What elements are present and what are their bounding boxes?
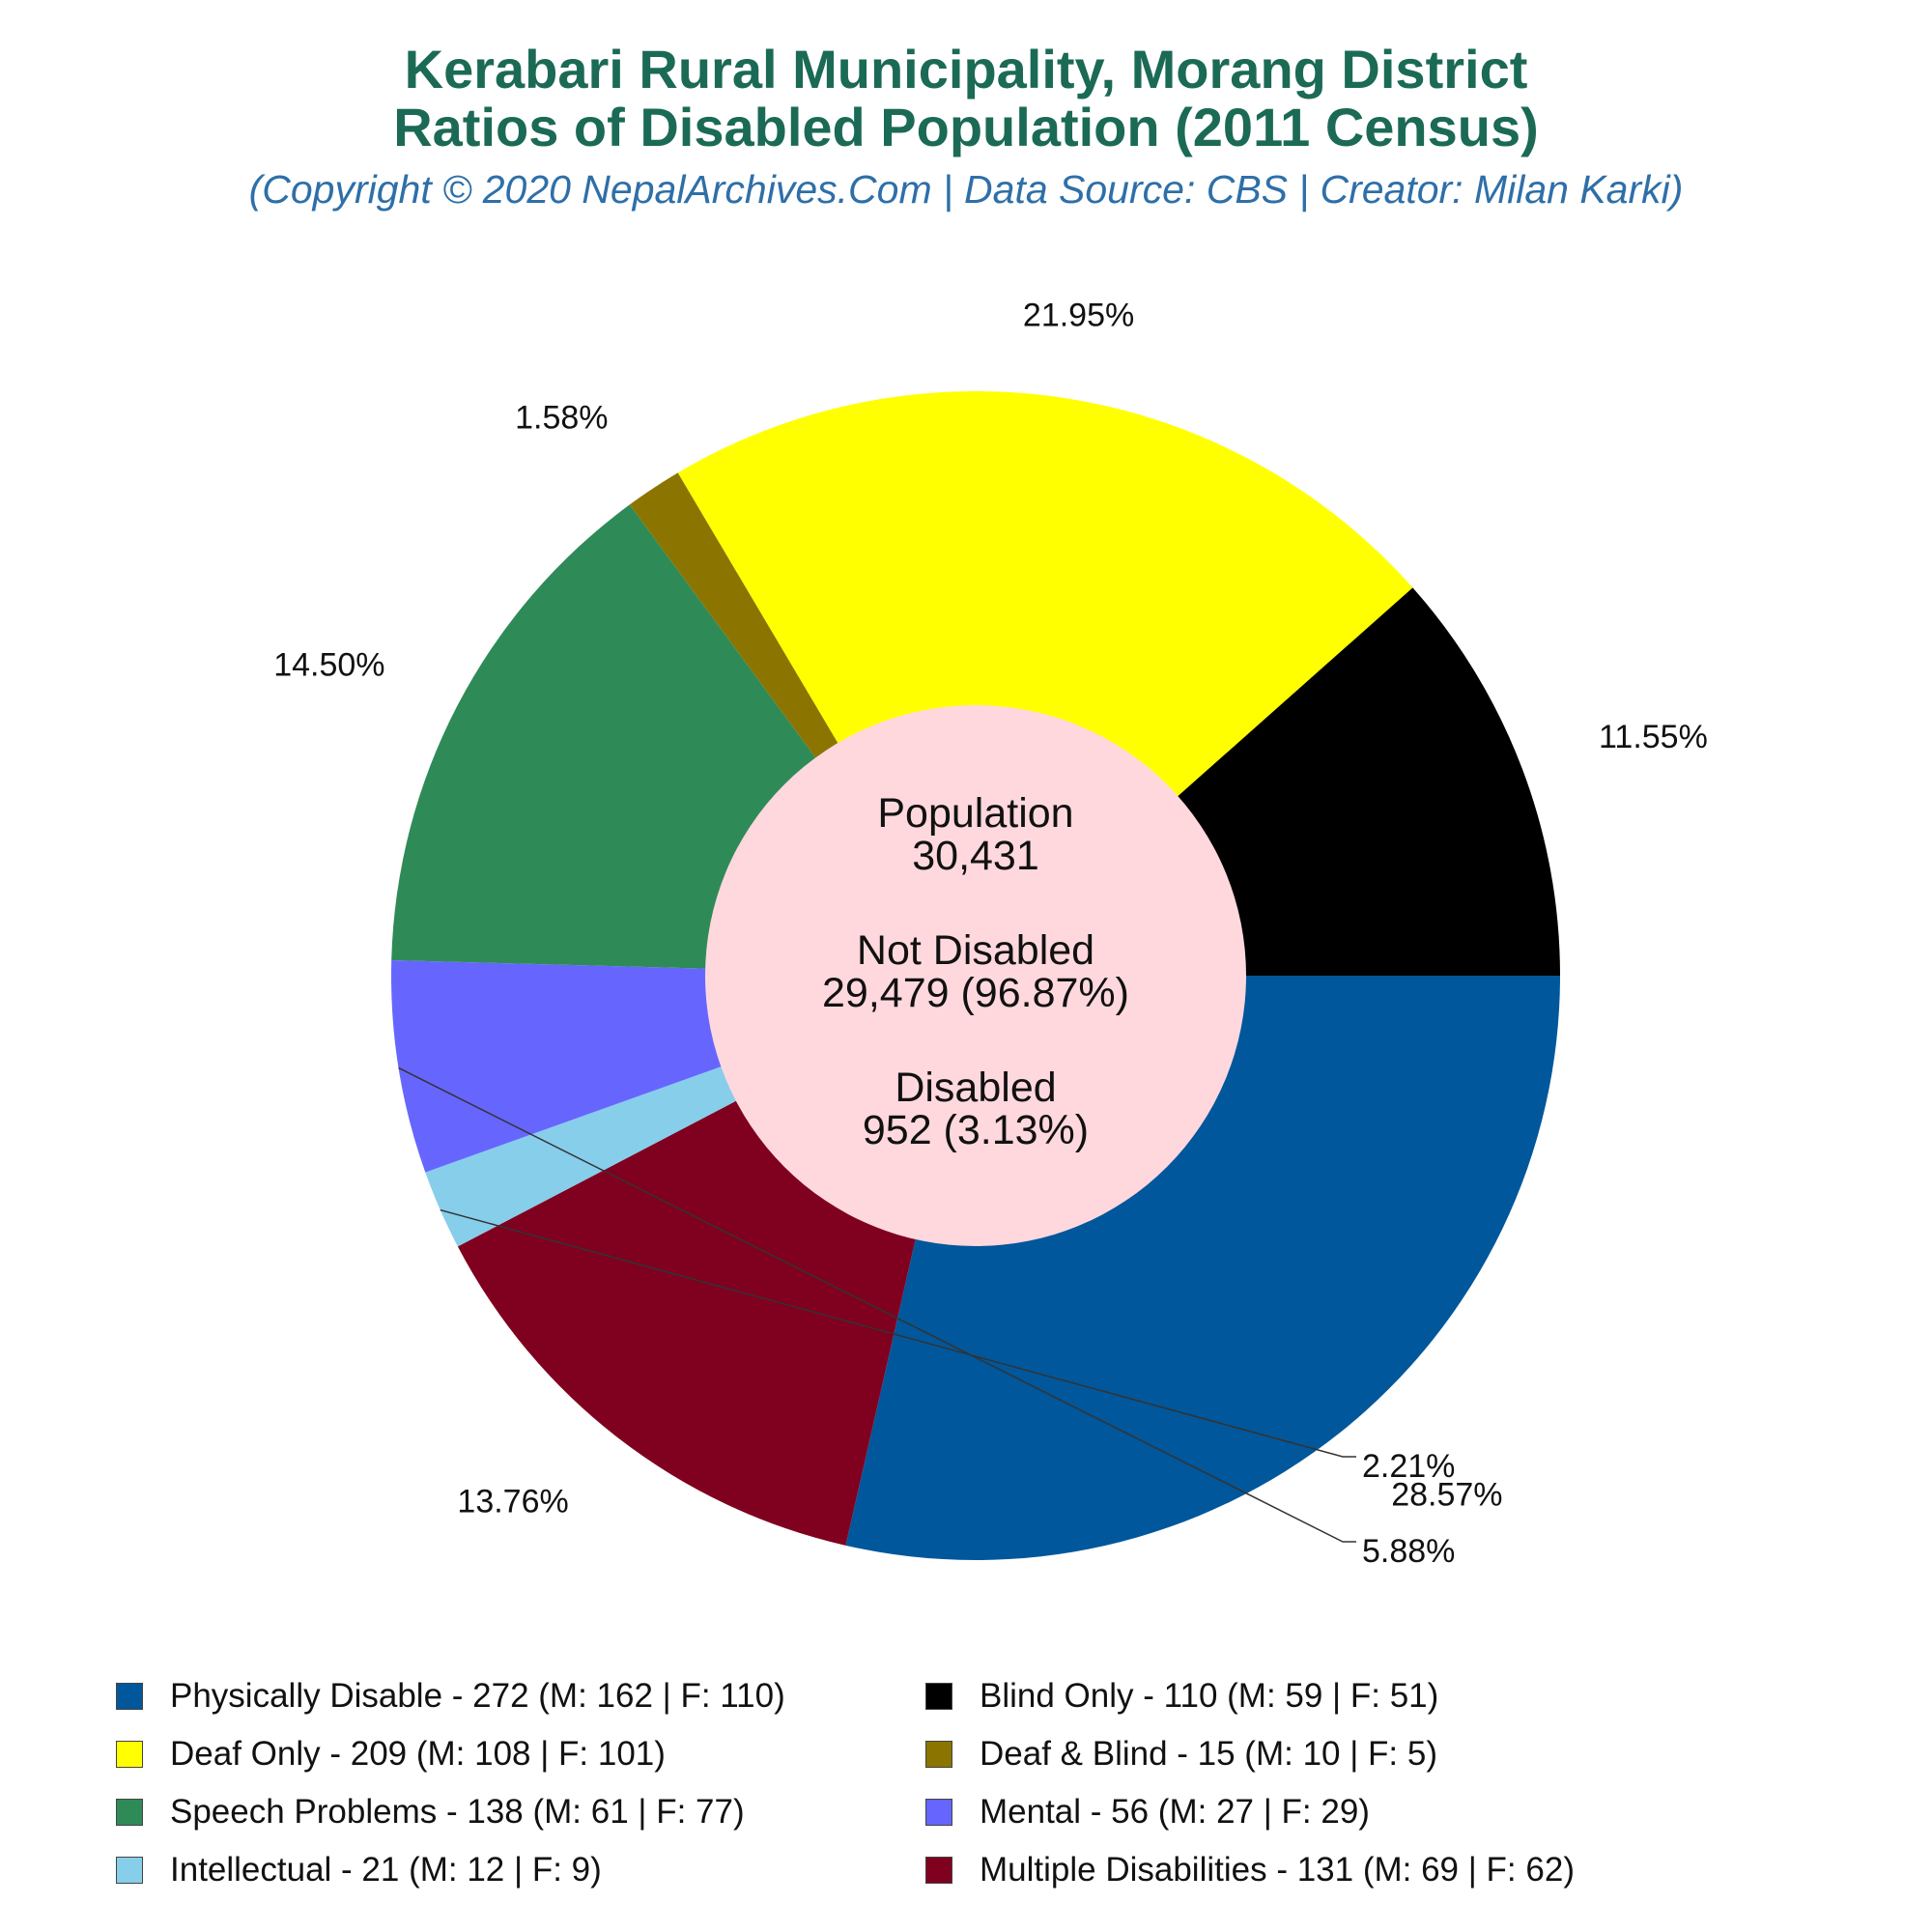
legend-label: Physically Disable - 272 (M: 162 | F: 11… <box>170 1677 785 1715</box>
disabled-value: 952 (3.13%) <box>863 1107 1089 1153</box>
center-disc <box>705 705 1246 1246</box>
leader-lines <box>398 1066 1356 1543</box>
legend-label: Mental - 56 (M: 27 | F: 29) <box>980 1793 1370 1831</box>
percent-label: 11.55% <box>1599 719 1708 755</box>
population-value: 30,431 <box>912 833 1039 879</box>
legend-label: Speech Problems - 138 (M: 61 | F: 77) <box>170 1793 745 1831</box>
percent-label: 2.21% <box>1362 1448 1455 1485</box>
not-disabled-value: 29,479 (96.87%) <box>822 970 1129 1016</box>
population-label: Population <box>877 790 1073 837</box>
legend-item: Deaf & Blind - 15 (M: 10 | F: 5) <box>925 1725 1437 1783</box>
legend-label: Deaf & Blind - 15 (M: 10 | F: 5) <box>980 1735 1437 1773</box>
legend-swatch <box>116 1741 143 1768</box>
chart-title-line-2: Ratios of Disabled Population (2011 Cens… <box>393 97 1539 157</box>
chart-title-line-1: Kerabari Rural Municipality, Morang Dist… <box>404 39 1528 99</box>
legend-label: Intellectual - 21 (M: 12 | F: 9) <box>170 1851 602 1889</box>
chart-title-block: Kerabari Rural Municipality, Morang Dist… <box>0 41 1932 218</box>
not-disabled-label: Not Disabled <box>857 927 1094 974</box>
legend-item: Mental - 56 (M: 27 | F: 29) <box>925 1783 1370 1841</box>
percent-label: 21.95% <box>1023 297 1134 333</box>
legend-item: Physically Disable - 272 (M: 162 | F: 11… <box>116 1667 785 1725</box>
legend-swatch <box>116 1683 143 1710</box>
percent-label: 5.88% <box>1362 1533 1455 1570</box>
legend-item: Deaf Only - 209 (M: 108 | F: 101) <box>116 1725 666 1783</box>
leader-line <box>440 1208 1356 1458</box>
chart-subtitle: (Copyright © 2020 NepalArchives.Com | Da… <box>248 167 1684 212</box>
legend-swatch <box>925 1741 952 1768</box>
leader-line <box>398 1066 1356 1543</box>
legend-swatch <box>116 1799 143 1826</box>
legend-swatch <box>925 1799 952 1826</box>
slice-deaf-only <box>677 390 1413 976</box>
legend-item: Intellectual - 21 (M: 12 | F: 9) <box>116 1841 602 1899</box>
legend-swatch <box>925 1683 952 1710</box>
legend-label: Blind Only - 110 (M: 59 | F: 51) <box>980 1677 1439 1715</box>
percent-labels: 28.57% 13.76% 2.21% 5.88% 14.50% 1.58% 21.95% 1… <box>273 297 1708 1570</box>
legend-item: Multiple Disabilities - 131 (M: 69 | F: … <box>925 1841 1575 1899</box>
percent-label: 1.58% <box>515 399 608 436</box>
center-summary: Population 30,431 Not Disabled 29,479 (9… <box>822 790 1129 1153</box>
legend-item: Speech Problems - 138 (M: 61 | F: 77) <box>116 1783 745 1841</box>
legend-label: Multiple Disabilities - 131 (M: 69 | F: … <box>980 1851 1575 1889</box>
legend-swatch <box>925 1857 952 1884</box>
percent-label: 28.57% <box>1391 1476 1502 1513</box>
percent-label: 14.50% <box>273 646 384 683</box>
legend-item: Blind Only - 110 (M: 59 | F: 51) <box>925 1667 1438 1725</box>
legend-swatch <box>116 1857 143 1884</box>
percent-label: 13.76% <box>457 1483 568 1520</box>
legend-label: Deaf Only - 209 (M: 108 | F: 101) <box>170 1735 666 1773</box>
disabled-label: Disabled <box>895 1065 1056 1111</box>
